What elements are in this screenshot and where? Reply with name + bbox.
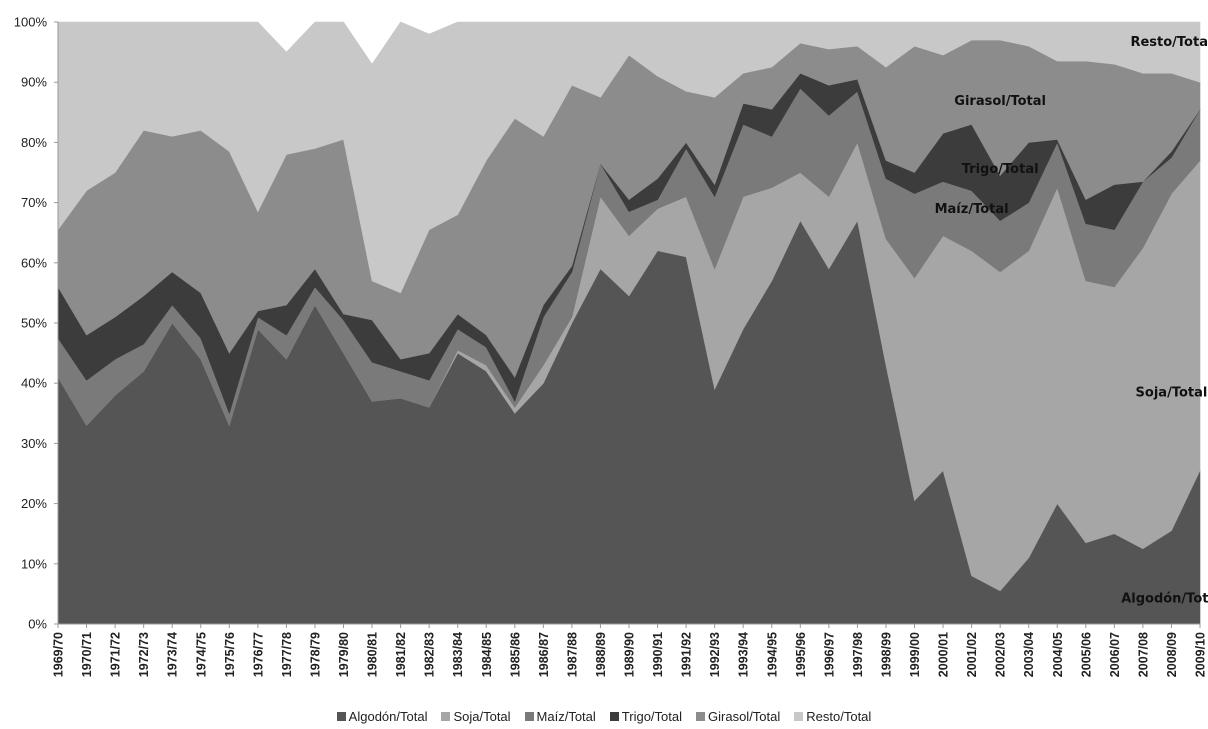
- x-tick-label: 1988/89: [594, 632, 608, 677]
- y-tick-label: 60%: [21, 255, 47, 270]
- legend-swatch: [524, 712, 534, 721]
- legend-swatch: [336, 712, 346, 721]
- x-tick-label: 2003/04: [1022, 632, 1036, 677]
- x-tick-label: 1972/73: [137, 632, 151, 677]
- legend-swatch: [794, 712, 804, 721]
- x-tick-label: 1991/92: [680, 632, 694, 677]
- x-tick-label: 1996/97: [822, 632, 836, 677]
- y-tick-label: 70%: [21, 195, 47, 210]
- x-tick-label: 1992/93: [708, 632, 722, 677]
- legend-swatch: [696, 712, 706, 721]
- x-tick-label: 2004/05: [1051, 632, 1065, 677]
- y-tick-label: 100%: [14, 15, 48, 30]
- series-areas: [57, 21, 1201, 625]
- x-tick-label: 1989/90: [623, 632, 637, 677]
- x-tick-label: 1981/82: [394, 632, 408, 677]
- legend-item-resto-total: Resto/Total: [794, 709, 871, 724]
- x-tick-label: 1977/78: [280, 632, 294, 677]
- legend-item-girasol-total: Girasol/Total: [696, 709, 780, 724]
- x-tick-label: 1987/88: [565, 632, 579, 677]
- y-tick-label: 50%: [21, 316, 47, 331]
- series-annotations: Resto/Total Girasol/Total Trigo/Total Maíz/…: [935, 35, 1208, 607]
- x-tick-label: 1975/76: [223, 632, 237, 677]
- x-tick-label: 2009/10: [1194, 632, 1208, 677]
- annotation-resto-total: Resto/Total: [1130, 35, 1208, 50]
- y-tick-label: 80%: [21, 135, 47, 150]
- area-resto-total: [57, 21, 1201, 294]
- legend-swatch: [609, 712, 619, 721]
- legend-label: Girasol/Total: [708, 709, 781, 724]
- x-tick-label: 1983/84: [451, 632, 465, 677]
- legend-item-maiz-total: Maíz/Total: [524, 709, 596, 724]
- x-tick-label: 1990/91: [651, 632, 665, 677]
- legend-label: Algodón/Total: [348, 709, 428, 724]
- x-tick-label: 2005/06: [1079, 632, 1093, 677]
- legend-label: Trigo/Total: [621, 709, 683, 724]
- axes: [54, 21, 1201, 628]
- y-tick-label: 90%: [21, 75, 47, 90]
- x-tick-label: 1978/79: [308, 632, 322, 677]
- y-tick-label: 20%: [21, 496, 47, 511]
- x-tick-label: 1973/74: [166, 632, 180, 677]
- x-tick-label: 1986/87: [537, 632, 551, 677]
- x-tick-label: 1980/81: [366, 632, 380, 677]
- legend-item-soja-total: Soja/Total: [441, 709, 511, 724]
- legend-item-trigo-total: Trigo/Total: [609, 709, 683, 724]
- x-tick-label: 1985/86: [508, 632, 522, 677]
- y-tick-label: 30%: [21, 436, 47, 451]
- y-tick-label: 0%: [28, 617, 47, 632]
- y-tick-labels: 0% 10% 20% 30% 40% 50% 60% 70% 80% 90% 100%: [14, 15, 48, 632]
- x-tick-label: 1984/85: [480, 632, 494, 677]
- annotation-maiz-total: Maíz/Total: [935, 202, 1009, 217]
- x-tick-label: 1979/80: [337, 632, 351, 677]
- y-tick-label: 40%: [21, 376, 47, 391]
- annotation-girasol-total: Girasol/Total: [954, 94, 1046, 109]
- legend-label: Resto/Total: [806, 709, 872, 724]
- x-tick-label: 1998/99: [879, 632, 893, 677]
- x-tick-labels: 1969/70 1970/71 1971/72 1972/73 1973/74 1974/…: [52, 632, 1208, 677]
- x-tick-label: 1971/72: [109, 632, 123, 677]
- annotation-soja-total: Soja/Total: [1136, 386, 1208, 401]
- annotation-trigo-total: Trigo/Total: [962, 162, 1039, 177]
- y-tick-label: 10%: [21, 556, 47, 571]
- x-tick-label: 2006/07: [1108, 632, 1122, 677]
- x-tick-label: 1974/75: [194, 632, 208, 677]
- x-tick-label: 1969/70: [52, 632, 66, 677]
- x-tick-label: 1997/98: [851, 632, 865, 677]
- x-tick-label: 2007/08: [1136, 632, 1150, 677]
- legend-label: Soja/Total: [453, 709, 511, 724]
- x-tick-label: 1976/77: [251, 632, 265, 677]
- x-tick-label: 2002/03: [994, 632, 1008, 677]
- x-tick-label: 1970/71: [80, 632, 94, 677]
- x-tick-label: 1995/96: [794, 632, 808, 677]
- legend-swatch: [441, 712, 451, 721]
- x-tick-label: 2008/09: [1165, 632, 1179, 677]
- legend-item-algodon-total: Algodón/Total: [336, 709, 428, 724]
- annotation-algodon-total: Algodón/Total: [1121, 592, 1208, 607]
- x-tick-label: 1994/95: [765, 632, 779, 677]
- x-tick-label: 1982/83: [423, 632, 437, 677]
- x-tick-label: 1993/94: [737, 632, 751, 677]
- legend: Algodón/Total Soja/Total Maíz/Total Trigo/T…: [0, 709, 1208, 724]
- x-tick-label: 2001/02: [965, 632, 979, 677]
- x-tick-label: 2000/01: [937, 632, 951, 677]
- x-tick-label: 1999/00: [908, 632, 922, 677]
- legend-label: Maíz/Total: [536, 709, 596, 724]
